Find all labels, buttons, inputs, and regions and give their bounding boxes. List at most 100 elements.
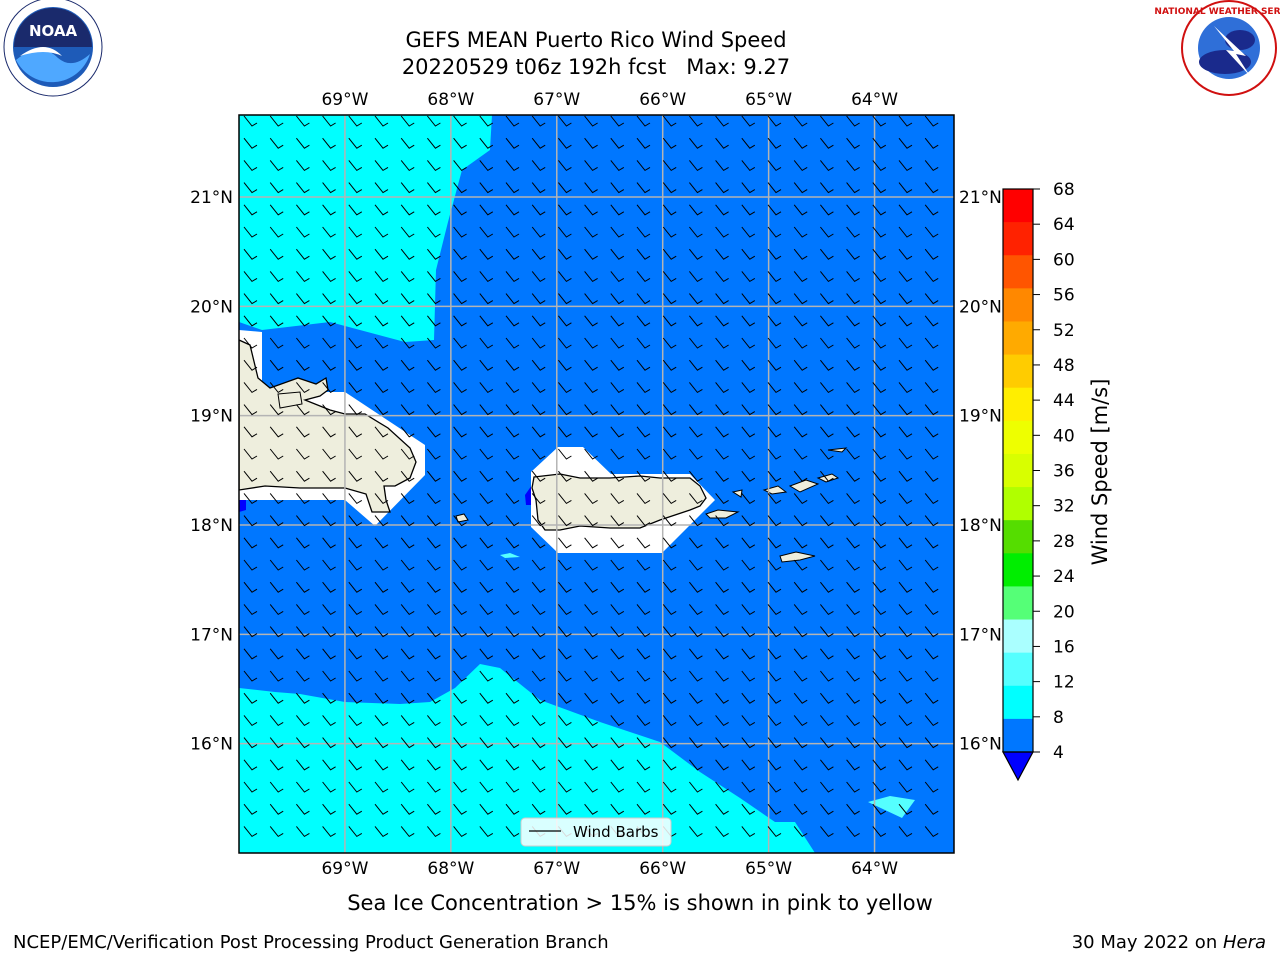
- colorbar-tick-8: 36: [1053, 462, 1075, 482]
- wind-barb: [243, 826, 258, 838]
- wind-barb: [584, 581, 598, 593]
- wind-barb: [898, 470, 913, 482]
- wind-barb: [531, 604, 546, 616]
- noaa-logo-text: NOAA: [29, 22, 78, 40]
- wind-barb: [715, 204, 729, 216]
- wind-barb: [531, 493, 546, 505]
- wind-barb: [715, 715, 729, 727]
- wind-barb: [636, 781, 651, 793]
- wind-barb: [400, 204, 415, 216]
- wind-barb: [793, 115, 808, 127]
- wind-barb: [793, 493, 808, 505]
- wind-barb: [924, 359, 939, 371]
- wind-barb: [531, 182, 546, 194]
- wind-barb: [846, 382, 860, 394]
- wind-barb: [243, 559, 258, 571]
- wind-barb: [636, 137, 651, 149]
- wind-barb: [296, 359, 310, 371]
- wind-barb: [662, 626, 677, 638]
- wind-barb: [872, 448, 887, 460]
- wind-barb: [689, 337, 703, 349]
- wind-barb: [793, 271, 808, 283]
- wind-barb: [820, 426, 834, 438]
- wind-barb: [872, 826, 887, 838]
- wind-barb: [479, 826, 494, 838]
- wind-barb: [505, 626, 520, 638]
- wind-barb: [374, 559, 389, 571]
- colorbar-tick-9: 32: [1053, 497, 1075, 517]
- wind-barb: [400, 382, 415, 394]
- wind-barb: [453, 781, 467, 793]
- wind-barb: [741, 737, 756, 749]
- wind-barb: [767, 160, 782, 172]
- wind-barb: [269, 515, 284, 527]
- wind-barb: [453, 715, 467, 727]
- wind-barb: [427, 337, 441, 349]
- wind-barb: [689, 626, 703, 638]
- wind-barb: [243, 226, 258, 238]
- wind-barb: [767, 426, 782, 438]
- wind-barb: [427, 515, 441, 527]
- wind-barb: [636, 581, 651, 593]
- wind-barb: [479, 515, 494, 527]
- wind-barb: [584, 293, 598, 305]
- wind-barb: [610, 604, 625, 616]
- wind-barb: [322, 781, 336, 793]
- wind-barb: [296, 226, 310, 238]
- wind-barb: [767, 470, 782, 482]
- wind-barb: [741, 803, 756, 815]
- wind-barb: [348, 537, 363, 549]
- land-anegada: [827, 447, 848, 453]
- colorbar-segment-8: [1003, 453, 1033, 488]
- wind-barb: [584, 404, 598, 416]
- wind-barb: [662, 715, 677, 727]
- footer-branch: NCEP/EMC/Verification Post Processing Pr…: [13, 932, 609, 953]
- wind-barb: [427, 293, 441, 305]
- wind-barb: [898, 293, 913, 305]
- wind-barb: [374, 204, 389, 216]
- wind-barb: [662, 493, 677, 505]
- wind-barb: [296, 115, 310, 127]
- wind-barb: [610, 737, 625, 749]
- wind-barb: [741, 515, 756, 527]
- wind-barb: [322, 204, 336, 216]
- wind-barb: [767, 515, 782, 527]
- wind-barb: [924, 426, 939, 438]
- wind-barb: [689, 448, 703, 460]
- wind-barb: [558, 648, 572, 660]
- wind-barb: [243, 204, 258, 216]
- wind-barb: [767, 359, 782, 371]
- wind-barb: [505, 537, 520, 549]
- wind-barb: [558, 404, 572, 416]
- wind-barb: [296, 781, 310, 793]
- wind-barb: [348, 382, 363, 394]
- wind-barb: [872, 803, 887, 815]
- wind-barb: [924, 293, 939, 305]
- wind-barb: [689, 293, 703, 305]
- wind-barb: [767, 248, 782, 260]
- colorbar-tick-2: 60: [1053, 250, 1075, 270]
- wind-barb: [243, 626, 258, 638]
- colorbar-segment-9: [1003, 487, 1033, 521]
- wind-barb: [348, 426, 363, 438]
- wind-barb: [400, 248, 415, 260]
- wind-barb: [924, 248, 939, 260]
- wind-barb: [793, 537, 808, 549]
- wind-barb: [715, 648, 729, 660]
- wind-barb: [846, 692, 860, 704]
- wind-barb: [427, 537, 441, 549]
- wind-barb: [505, 293, 520, 305]
- wind-barb: [793, 404, 808, 416]
- footer-date: 30 May 2022 on Hera: [1072, 932, 1266, 953]
- wind-barb: [348, 204, 363, 216]
- lat-tick-left-4: 17°N: [190, 625, 233, 645]
- wind-barb: [715, 315, 729, 327]
- colorbar-segment-4: [1003, 321, 1033, 356]
- wind-barb: [924, 715, 939, 727]
- wind-barb: [296, 426, 310, 438]
- wind-barb: [872, 604, 887, 616]
- wind-barb: [453, 204, 467, 216]
- wind-barb: [374, 537, 389, 549]
- wind-barb: [269, 559, 284, 571]
- wind-barb: [479, 204, 494, 216]
